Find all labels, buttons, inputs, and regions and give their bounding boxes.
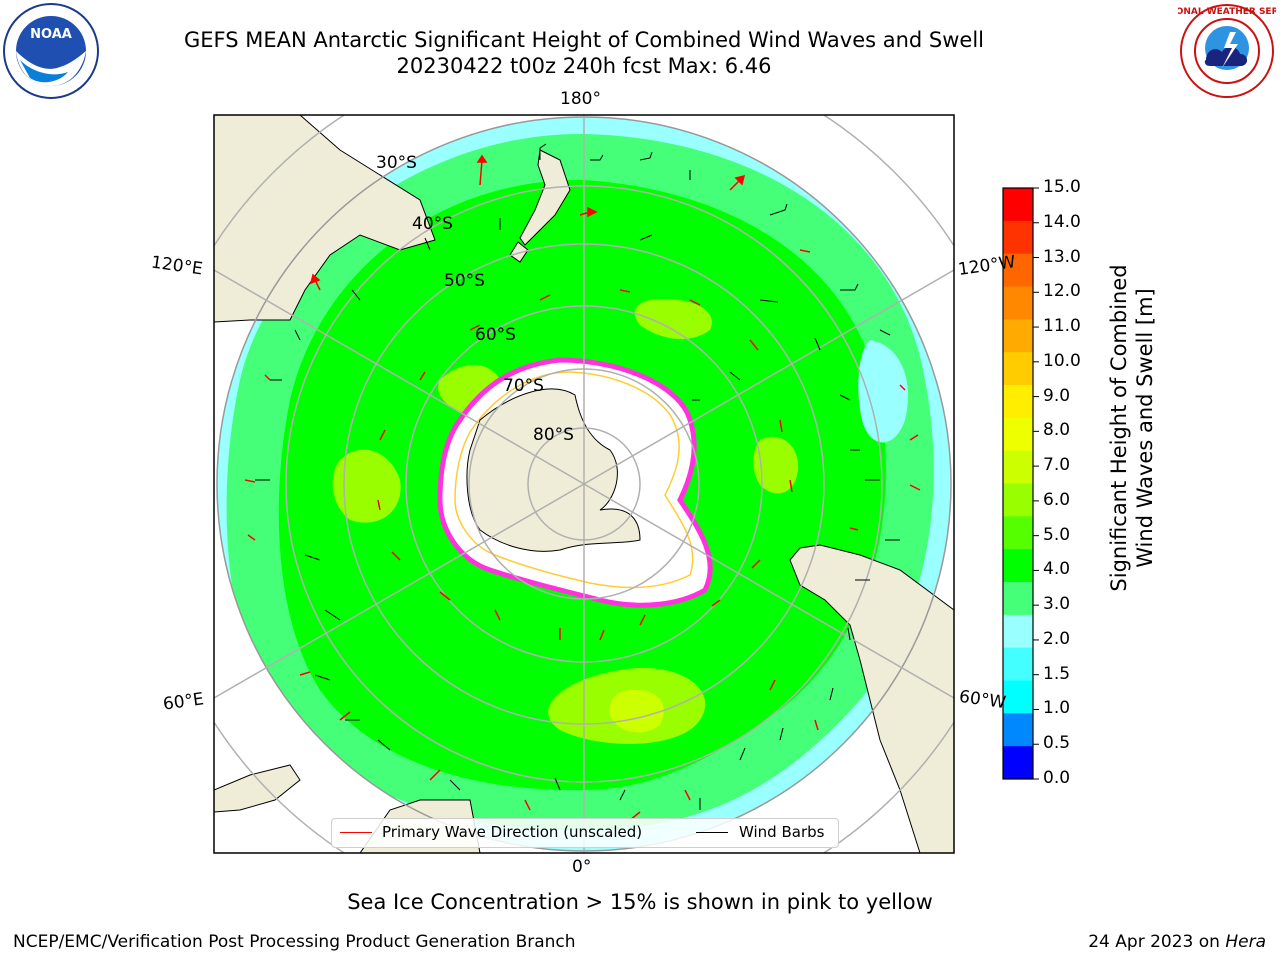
- footer-date-text: 24 Apr 2023 on: [1088, 932, 1226, 952]
- colorbar-tick-label: 13.0: [1043, 246, 1081, 267]
- footer-date: 24 Apr 2023 on Hera: [1088, 932, 1266, 952]
- colorbar-cell: [1003, 417, 1033, 452]
- graticule: [214, 115, 954, 853]
- colorbar-cell: [1003, 385, 1033, 419]
- sea-ice-caption: Sea Ice Concentration > 15% is shown in …: [347, 890, 933, 914]
- map-legend: Primary Wave Direction (unscaled) Wind B…: [331, 818, 839, 848]
- lon-label-0: 0°: [572, 857, 592, 877]
- colorbar-tick-label: 9.0: [1043, 385, 1071, 406]
- colorbar-tick-label: 1.5: [1043, 663, 1071, 684]
- colorbar-tick-label: 14.0: [1043, 211, 1081, 232]
- colorbar-cell: [1003, 614, 1033, 649]
- colorbar-tick-label: 15.0: [1043, 177, 1081, 197]
- colorbar-tick-label: 3.0: [1043, 594, 1071, 615]
- colorbar: [1002, 187, 1039, 780]
- colorbar-tick-label: 0.5: [1043, 733, 1071, 754]
- colorbar-tick-label: 8.0: [1043, 420, 1071, 441]
- colorbar-cell: [1003, 450, 1033, 484]
- colorbar-tick-label: 10.0: [1043, 350, 1081, 371]
- colorbar-tick-label: 4.0: [1043, 559, 1071, 580]
- colorbar-cell: [1003, 680, 1033, 714]
- map-frame: [213, 114, 955, 854]
- noaa-logo: NOAA: [2, 2, 100, 100]
- colorbar-cell: [1003, 713, 1033, 747]
- colorbar-tick-label: 1.0: [1043, 698, 1071, 719]
- lon-label-180: 180°: [560, 89, 601, 109]
- colorbar-cell: [1003, 220, 1033, 255]
- colorbar-cell: [1003, 253, 1033, 287]
- colorbar-cell: [1003, 746, 1033, 780]
- chart-title: GEFS MEAN Antarctic Significant Height o…: [183, 28, 985, 52]
- legend-wave-swatch: [340, 832, 372, 833]
- colorbar-cell: [1003, 582, 1033, 616]
- colorbar-cell: [1003, 647, 1033, 681]
- colorbar-label-line2: Wind Waves and Swell [m]: [1133, 288, 1157, 568]
- colorbar-tick-label: 7.0: [1043, 455, 1071, 476]
- footer-host: Hera: [1225, 932, 1266, 952]
- chart-subtitle: 20230422 t00z 240h fcst Max: 6.46: [396, 54, 772, 78]
- colorbar-label: Significant Height of Combined Wind Wave…: [1102, 178, 1162, 678]
- colorbar-cell: [1003, 483, 1033, 517]
- lat-label-50s: 50°S: [444, 271, 485, 291]
- colorbar-tick-label: 5.0: [1043, 524, 1071, 545]
- footer-producer: NCEP/EMC/Verification Post Processing Pr…: [13, 932, 576, 952]
- legend-barb-swatch: [696, 832, 728, 833]
- map-plot-area: [214, 115, 954, 853]
- lat-label-40s: 40°S: [412, 214, 453, 234]
- colorbar-tick-label: 11.0: [1043, 316, 1081, 337]
- lat-label-30s: 30°S: [376, 153, 417, 173]
- legend-barb-label: Wind Barbs: [739, 823, 825, 841]
- lat-label-80s: 80°S: [533, 425, 574, 445]
- wave-direction-arrows: [244, 154, 921, 821]
- colorbar-tick-label: 2.0: [1043, 628, 1071, 649]
- svg-text:NOAA: NOAA: [30, 27, 72, 42]
- lat-label-60s: 60°S: [475, 325, 516, 345]
- colorbar-tick-label: 12.0: [1043, 281, 1081, 302]
- colorbar-cell: [1003, 319, 1033, 353]
- lat-label-70s: 70°S: [503, 376, 544, 396]
- colorbar-tick-label: 6.0: [1043, 489, 1071, 510]
- colorbar-cell: [1003, 352, 1033, 386]
- colorbar-cell: [1003, 549, 1033, 583]
- colorbar-cell: [1003, 516, 1033, 550]
- colorbar-cell: [1003, 286, 1033, 320]
- svg-text:NATIONAL WEATHER SERVICE: NATIONAL WEATHER SERVICE: [1178, 7, 1276, 17]
- nws-logo: NATIONAL WEATHER SERVICE: [1152, 2, 1280, 100]
- wind-barbs: [255, 143, 900, 810]
- colorbar-tick-label: 0.0: [1043, 768, 1071, 788]
- colorbar-label-line1: Significant Height of Combined: [1107, 264, 1131, 591]
- colorbar-cell: [1003, 188, 1033, 222]
- legend-wave-label: Primary Wave Direction (unscaled): [382, 823, 643, 841]
- antarctica: [437, 357, 713, 608]
